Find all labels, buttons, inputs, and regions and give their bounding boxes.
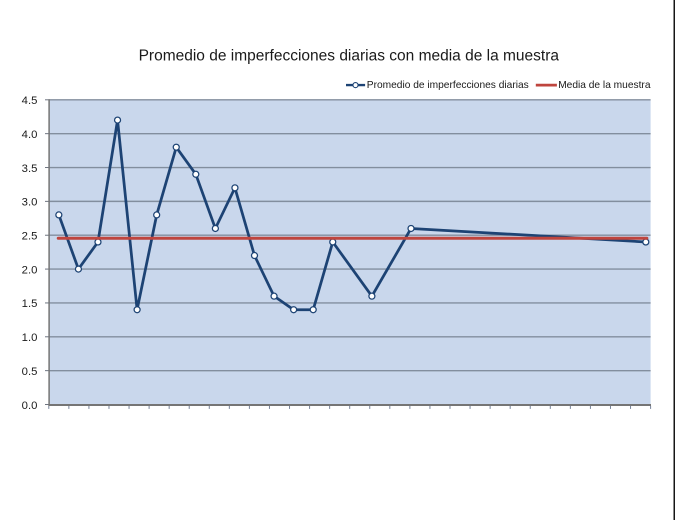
svg-text:3.5: 3.5 [22, 163, 38, 175]
svg-text:0.5: 0.5 [22, 366, 38, 378]
svg-text:4.0: 4.0 [22, 129, 38, 141]
svg-text:3.0: 3.0 [22, 197, 38, 209]
svg-text:1.5: 1.5 [22, 298, 38, 310]
svg-text:2.5: 2.5 [22, 231, 38, 243]
svg-text:Promedio de imperfecciones dia: Promedio de imperfecciones diarias con m… [139, 48, 560, 65]
svg-text:Media de la muestra: Media de la muestra [558, 80, 651, 91]
svg-text:2.0: 2.0 [22, 264, 38, 276]
svg-text:Promedio de imperfecciones dia: Promedio de imperfecciones diarias [367, 80, 529, 91]
svg-text:0.0: 0.0 [22, 400, 38, 412]
svg-text:1.0: 1.0 [22, 332, 38, 344]
svg-text:4.5: 4.5 [22, 95, 38, 107]
